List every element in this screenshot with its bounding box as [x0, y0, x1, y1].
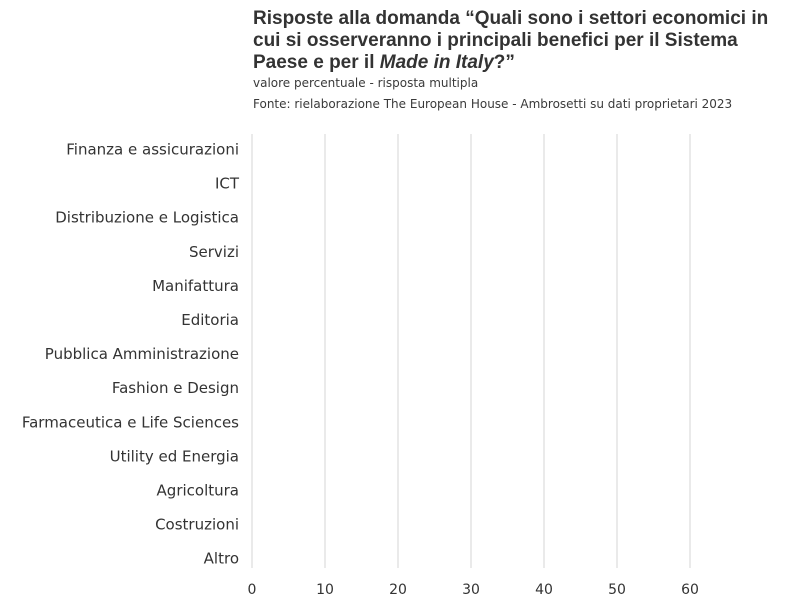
category-label: Editoria: [181, 311, 239, 329]
x-tick-label: 40: [535, 582, 553, 598]
chart-title-italic: Made in Italy: [379, 52, 494, 73]
category-label: Pubblica Amministrazione: [45, 345, 239, 363]
chart-title-part-3: ?”: [493, 52, 515, 73]
category-label: Farmaceutica e Life Sciences: [22, 413, 239, 431]
category-label: ICT: [215, 175, 240, 193]
x-tick-label: 30: [462, 582, 480, 598]
x-tick-label: 20: [389, 582, 407, 598]
category-label: Finanza e assicurazioni: [66, 141, 239, 159]
chart-source: Fonte: rielaborazione The European House…: [253, 97, 733, 111]
x-tick-label: 10: [316, 582, 334, 598]
category-label: Servizi: [189, 243, 239, 261]
category-label: Agricoltura: [157, 482, 239, 500]
chart-subtitle: valore percentuale - risposta multipla: [253, 76, 479, 90]
x-tick-label: 50: [608, 582, 626, 598]
x-tick-label: 0: [248, 582, 257, 598]
category-label: Costruzioni: [155, 516, 239, 534]
x-tick-label: 60: [681, 582, 699, 598]
category-label: Distribuzione e Logistica: [55, 209, 239, 227]
chart-title: Risposte alla domanda “Quali sono i sett…: [253, 8, 793, 74]
category-label: Altro: [204, 550, 239, 568]
chart-title-part-1: Risposte alla domanda “Quali sono i sett…: [253, 8, 769, 73]
category-label: Fashion e Design: [112, 379, 239, 397]
category-label: Utility ed Energia: [110, 447, 239, 465]
category-label: Manifattura: [152, 277, 239, 295]
